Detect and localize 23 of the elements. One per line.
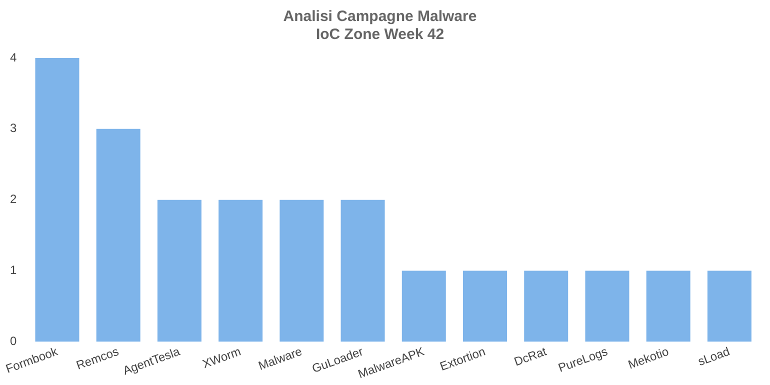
x-tick-label: sLoad xyxy=(696,344,732,369)
chart-subtitle: IoC Zone Week 42 xyxy=(316,26,444,44)
bar xyxy=(524,270,568,342)
x-tick-label: DcRat xyxy=(512,344,549,369)
bar xyxy=(340,200,385,342)
chart-title: Analisi Campagne Malware xyxy=(283,8,477,26)
y-tick-label: 0 xyxy=(10,334,17,348)
bar xyxy=(218,200,263,342)
bar xyxy=(707,270,752,342)
y-tick-label: 3 xyxy=(10,121,17,136)
y-tick-label: 2 xyxy=(10,192,17,206)
x-tick-label: XWorm xyxy=(200,344,243,372)
bar xyxy=(35,58,80,342)
y-tick-label: 4 xyxy=(10,50,17,64)
bar xyxy=(463,270,508,342)
bar xyxy=(96,128,140,342)
bar xyxy=(646,270,690,342)
bar xyxy=(585,270,630,342)
x-tick-label: Mekotio xyxy=(626,344,671,372)
bar xyxy=(157,200,202,342)
bar xyxy=(402,270,446,342)
bar xyxy=(280,200,324,342)
y-tick-label: 1 xyxy=(10,263,17,278)
